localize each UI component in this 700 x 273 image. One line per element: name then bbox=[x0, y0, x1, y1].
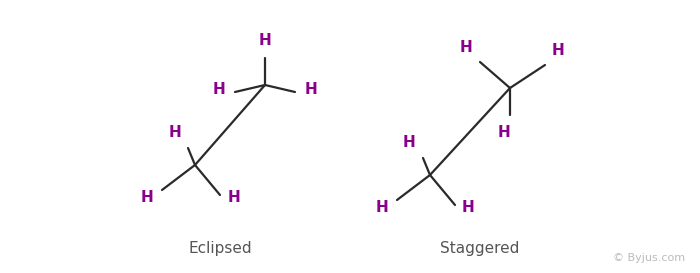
Text: H: H bbox=[168, 125, 181, 140]
Text: H: H bbox=[140, 189, 153, 204]
Text: H: H bbox=[462, 200, 475, 215]
Text: H: H bbox=[258, 33, 272, 48]
Text: H: H bbox=[402, 135, 415, 150]
Text: H: H bbox=[552, 43, 565, 58]
Text: Staggered: Staggered bbox=[440, 241, 519, 256]
Text: H: H bbox=[497, 125, 510, 140]
Text: © Byjus.com: © Byjus.com bbox=[613, 253, 685, 263]
Text: H: H bbox=[228, 191, 241, 206]
Text: H: H bbox=[305, 82, 318, 97]
Text: H: H bbox=[459, 40, 472, 55]
Text: Eclipsed: Eclipsed bbox=[188, 241, 252, 256]
Text: H: H bbox=[212, 82, 225, 97]
Text: H: H bbox=[375, 200, 388, 215]
